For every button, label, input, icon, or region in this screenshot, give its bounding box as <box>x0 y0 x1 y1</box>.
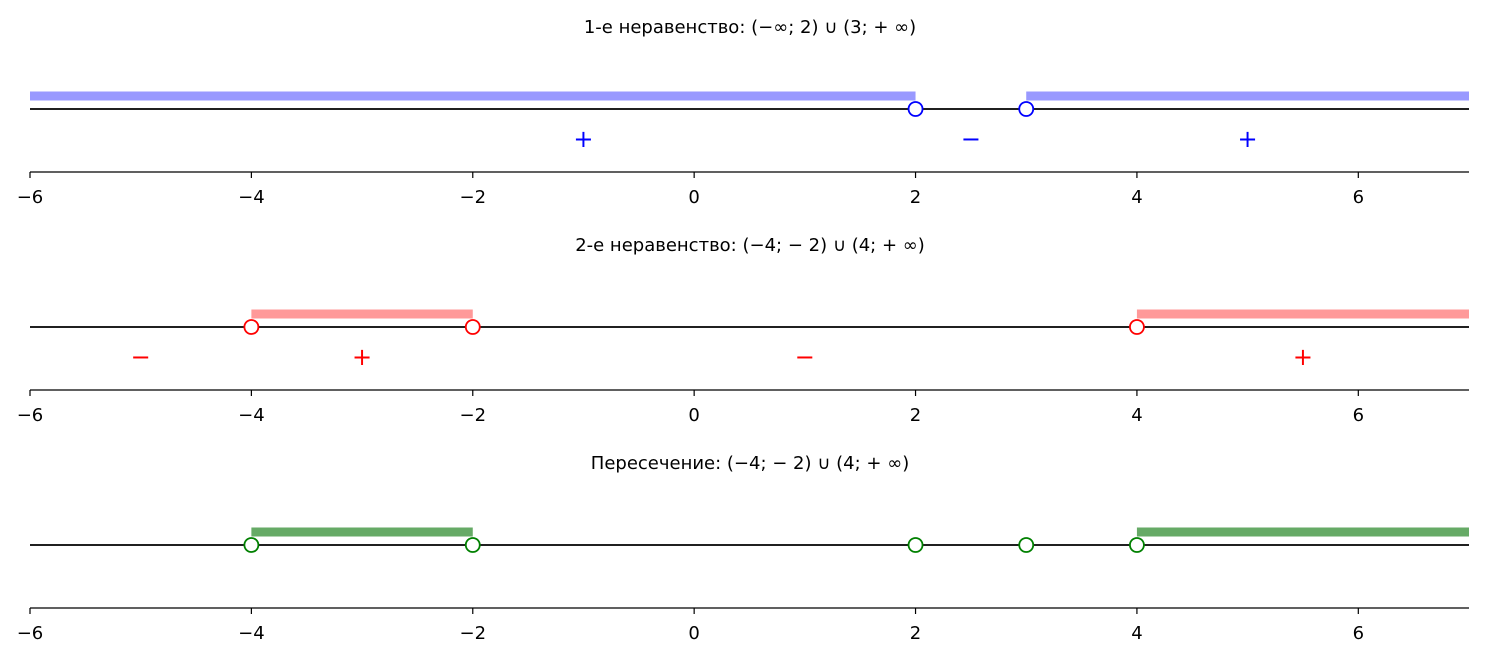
number-line-panel-3: Пересечение: (−4; − 2) ∪ (4; + ∞) −6 −4 −2 0… <box>17 453 1469 644</box>
x-tick-label: 4 <box>1131 623 1142 644</box>
solution-interval-band <box>251 527 473 537</box>
open-point <box>243 537 260 553</box>
sign-label: − <box>961 125 981 153</box>
open-point <box>907 101 924 117</box>
number-line-panel-2: 2-е неравенство: (−4; − 2) ∪ (4; + ∞) − + −… <box>17 235 1469 426</box>
x-tick-label: −4 <box>238 187 265 208</box>
x-tick-label: 4 <box>1131 405 1142 426</box>
x-tick-label: 2 <box>910 405 921 426</box>
sign-label: + <box>1293 343 1313 371</box>
x-tick-label: 4 <box>1131 187 1142 208</box>
panel-title: 2-е неравенство: (−4; − 2) ∪ (4; + ∞) <box>575 235 925 256</box>
open-point <box>1018 101 1035 117</box>
open-point <box>464 319 481 335</box>
x-tick-label: 0 <box>688 405 699 426</box>
sign-label: + <box>352 343 372 371</box>
x-tick-label: −2 <box>459 187 486 208</box>
x-tick-label: 0 <box>688 187 699 208</box>
x-tick-label: 2 <box>910 623 921 644</box>
open-point <box>243 319 260 335</box>
x-tick-label: 0 <box>688 623 699 644</box>
x-tick-label: −4 <box>238 405 265 426</box>
x-tick-label: −6 <box>17 623 44 644</box>
panel-title: 1-е неравенство: (−∞; 2) ∪ (3; + ∞) <box>584 17 916 38</box>
open-point <box>1129 537 1145 553</box>
x-tick-label: 6 <box>1353 405 1364 426</box>
open-point <box>1129 319 1145 335</box>
sign-label: + <box>573 125 593 153</box>
solution-interval-band <box>1136 527 1469 537</box>
open-point <box>464 537 481 553</box>
x-tick-label: −2 <box>459 405 486 426</box>
open-point <box>1018 537 1035 553</box>
solution-interval-band <box>251 309 473 319</box>
open-point <box>907 537 924 553</box>
sign-label: − <box>795 343 815 371</box>
solution-interval-band <box>30 91 916 101</box>
x-tick-label: −4 <box>238 623 265 644</box>
x-tick-label: 6 <box>1353 187 1364 208</box>
panel-title: Пересечение: (−4; − 2) ∪ (4; + ∞) <box>591 453 909 474</box>
sign-label: − <box>131 343 151 371</box>
x-tick-label: −2 <box>459 623 486 644</box>
solution-interval-band <box>1136 309 1469 319</box>
sign-label: + <box>1238 125 1258 153</box>
x-tick-label: 2 <box>910 187 921 208</box>
solution-interval-band <box>1026 91 1469 101</box>
number-line-panel-1: 1-е неравенство: (−∞; 2) ∪ (3; + ∞) + − + −6… <box>17 17 1469 208</box>
x-tick-label: 6 <box>1353 623 1364 644</box>
x-tick-label: −6 <box>17 405 44 426</box>
x-tick-label: −6 <box>17 187 44 208</box>
